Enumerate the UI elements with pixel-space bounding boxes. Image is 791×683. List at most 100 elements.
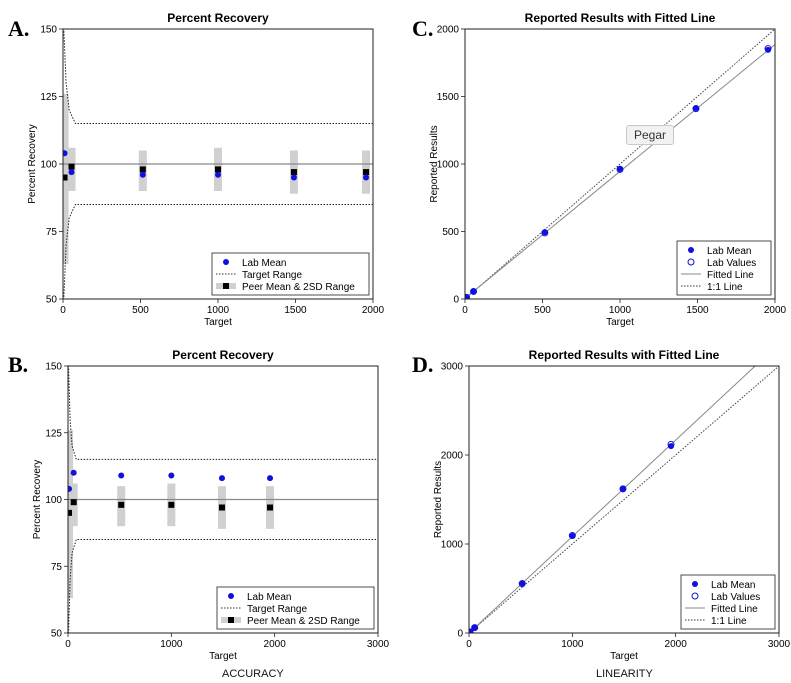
lab-mean-point	[118, 472, 125, 479]
x-tick-label: 1500	[284, 305, 307, 316]
chart-b-percent-recovery: Percent Recovery Target Percent Recovery 0 1…	[32, 348, 390, 662]
legend-key-lab-mean	[692, 581, 698, 587]
lab-mean-point	[218, 475, 225, 482]
y-axis-label: Reported Results	[433, 461, 444, 538]
legend-label: Lab Mean	[711, 580, 755, 591]
y-tick-label: 0	[457, 629, 463, 640]
panel-label-c: C.	[412, 16, 433, 41]
peer-mean-point	[63, 174, 68, 181]
legend-key-lab-mean	[688, 247, 694, 253]
y-tick-label: 75	[51, 562, 63, 573]
peer-mean-point	[118, 501, 125, 508]
lab-mean-point	[63, 150, 68, 157]
legend-label: Target Range	[242, 270, 302, 281]
legend-label: Fitted Line	[711, 604, 758, 615]
chart-title: Reported Results with Fitted Line	[529, 348, 720, 362]
lab-mean-point	[692, 104, 699, 111]
lab-mean-point	[290, 174, 297, 181]
chart-title: Reported Results with Fitted Line	[525, 11, 716, 25]
lab-mean-point	[569, 532, 576, 539]
y-tick-label: 75	[46, 227, 58, 238]
legend-label: 1:1 Line	[707, 282, 743, 293]
lab-mean-point	[619, 486, 626, 493]
lab-mean-point	[267, 475, 274, 482]
chart-c-reported-results: Reported Results with Fitted Line Target R…	[429, 11, 787, 328]
y-tick-label: 1000	[441, 540, 464, 551]
lab-value-point	[469, 628, 474, 633]
y-tick-label: 500	[442, 227, 459, 238]
y-tick-label: 50	[51, 629, 63, 640]
legend-label: Peer Mean & 2SD Range	[247, 616, 360, 627]
target-range-lower	[68, 539, 378, 633]
x-tick-label: 3000	[367, 639, 390, 650]
footer-linearity: LINEARITY	[596, 668, 653, 680]
lab-mean-point	[469, 629, 474, 633]
legend-key-lab-mean	[223, 259, 229, 265]
identity-line	[469, 366, 779, 633]
plot-frame	[62, 28, 374, 300]
peer-mean-point	[68, 509, 73, 516]
legend-label: Target Range	[247, 604, 307, 615]
y-tick-label: 3000	[441, 362, 464, 373]
y-tick-label: 1500	[437, 92, 460, 103]
legend-label: Fitted Line	[707, 270, 754, 281]
x-tick-label: 3000	[768, 639, 791, 650]
legend-key-peer-mean	[223, 283, 229, 289]
peer-mean-point	[70, 499, 77, 506]
plot-frame	[67, 365, 379, 634]
lab-mean-point	[139, 171, 146, 178]
y-axis-label: Percent Recovery	[27, 124, 38, 203]
lab-mean-point	[765, 46, 772, 53]
identity-line	[465, 29, 775, 299]
lab-mean-point	[668, 443, 675, 450]
lab-mean-point	[471, 624, 478, 631]
lab-mean-point	[617, 165, 623, 172]
lab-mean-point	[70, 469, 77, 476]
legend-label: Lab Mean	[707, 246, 751, 257]
y-tick-label: 100	[45, 495, 62, 506]
lab-mean-point	[68, 485, 73, 492]
lab-mean-point	[168, 472, 175, 479]
lab-mean-point	[519, 580, 526, 587]
target-range-upper	[68, 366, 378, 460]
y-axis-label: Percent Recovery	[32, 460, 43, 539]
y-tick-label: 0	[453, 295, 459, 306]
legend-label: Lab Values	[707, 258, 756, 269]
lab-mean-point	[465, 294, 470, 299]
plot-frame	[468, 365, 780, 634]
peer-mean-point	[218, 504, 225, 511]
peer-mean-point	[290, 169, 297, 176]
peer-mean-point	[267, 504, 274, 511]
legend-label: Lab Mean	[242, 258, 286, 269]
legend-box	[211, 252, 370, 296]
tooltip-popup: Pegar	[626, 125, 675, 145]
panel-label-d: D.	[412, 352, 433, 377]
legend-key-lab-values	[691, 592, 699, 600]
peer-mean-point	[68, 163, 75, 170]
chart-title: Percent Recovery	[172, 348, 274, 362]
x-tick-label: 1000	[160, 639, 183, 650]
x-axis-label: Target	[209, 651, 237, 662]
x-tick-label: 2000	[264, 639, 287, 650]
lab-mean-point	[215, 171, 221, 178]
lab-mean-point	[541, 229, 548, 236]
plot-frame	[464, 28, 776, 300]
footer-accuracy: ACCURACY	[222, 668, 284, 680]
x-tick-label: 1000	[609, 305, 632, 316]
chart-d-reported-results: Reported Results with Fitted Line Target R…	[433, 348, 791, 662]
x-tick-label: 0	[60, 305, 66, 316]
x-tick-label: 500	[132, 305, 149, 316]
y-tick-label: 150	[45, 362, 62, 373]
lab-mean-point	[363, 174, 370, 181]
peer-mean-point	[363, 169, 370, 176]
lab-mean-point	[68, 169, 75, 176]
legend-label: 1:1 Line	[711, 616, 747, 627]
y-tick-label: 125	[45, 428, 62, 439]
peer-mean-point	[139, 166, 146, 173]
x-tick-label: 1000	[561, 639, 584, 650]
legend-label: Peer Mean & 2SD Range	[242, 282, 355, 293]
x-tick-label: 0	[466, 639, 472, 650]
y-tick-label: 50	[46, 295, 58, 306]
